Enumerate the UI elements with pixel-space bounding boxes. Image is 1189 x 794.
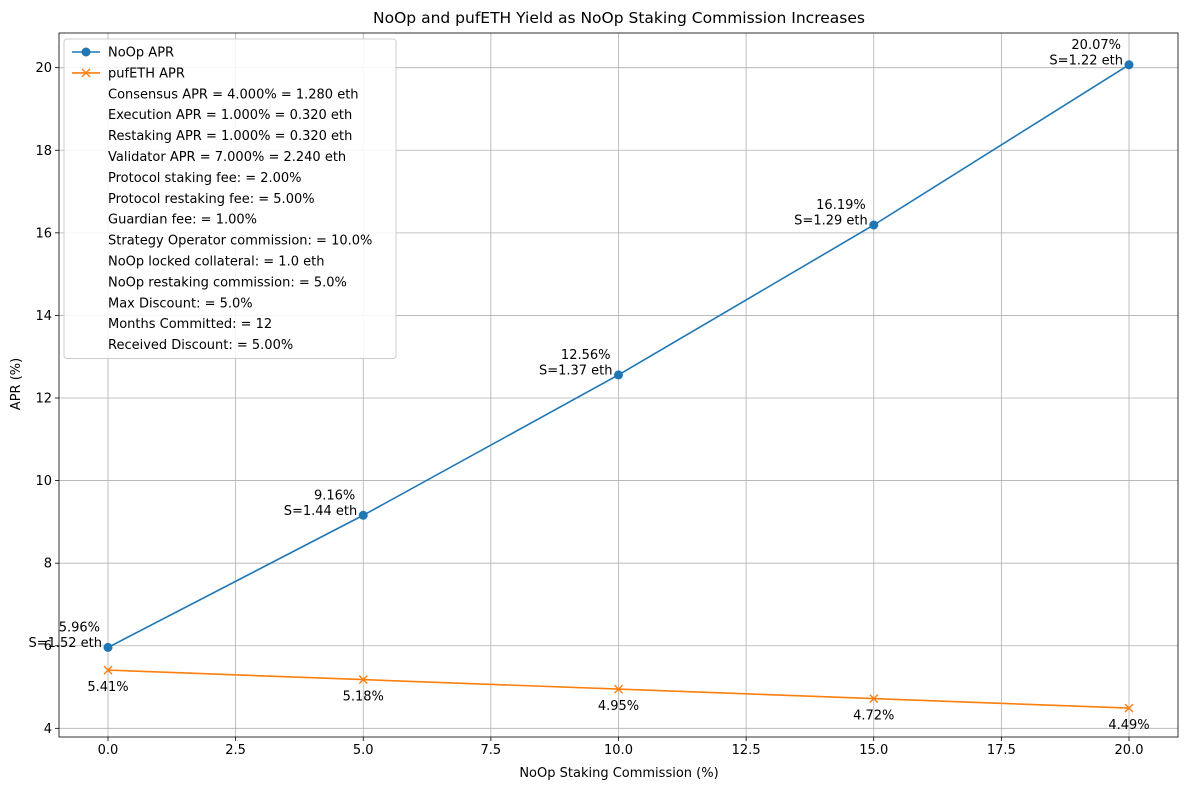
legend-info-line: Restaking APR = 1.000% = 0.320 eth	[108, 129, 352, 144]
data-point-pufeth-apr	[103, 665, 113, 675]
data-label-noop-pct: 9.16%	[314, 488, 355, 503]
legend-info-line: Consensus APR = 4.000% = 1.280 eth	[108, 87, 359, 102]
y-tick-label: 6	[44, 639, 52, 654]
series-layer	[103, 60, 1134, 713]
legend-entry-label: pufETH APR	[108, 66, 185, 81]
axes: 0.0 2.5 5.0 7.5 10.0 12.5 15.0 17.5 20.0 4 6 8 10 12 1…	[35, 32, 1179, 758]
data-point-noop-apr	[614, 370, 623, 380]
y-tick-label: 12	[35, 392, 52, 407]
legend-marker-x	[81, 68, 91, 78]
legend-info-line: Months Committed: = 12	[108, 317, 272, 332]
data-label-noop-pct: 5.96%	[59, 620, 100, 635]
legend-entry-label: NoOp APR	[108, 46, 174, 61]
data-point-noop-apr	[1124, 60, 1134, 70]
data-point-pufeth-apr	[869, 694, 879, 704]
legend: NoOp APR pufETH APR Consensus APR = 4.000%…	[63, 38, 397, 359]
legend-info-line: Max Discount: = 5.0%	[108, 296, 253, 311]
data-label-noop-stake: S=1.29 eth	[794, 214, 868, 229]
x-marker	[614, 684, 623, 694]
legend-info-line: Protocol staking fee: = 2.00%	[108, 171, 302, 186]
data-point-pufeth-apr	[614, 684, 623, 694]
plot-frame	[58, 32, 1179, 738]
legend-info-line: Guardian fee: = 1.00%	[108, 213, 257, 228]
x-marker	[103, 665, 113, 675]
data-label-noop-pct: 20.07%	[1071, 38, 1121, 53]
data-label-noop-stake: S=1.37 eth	[539, 363, 613, 378]
data-label-noop-stake: S=1.44 eth	[284, 504, 358, 519]
data-point-pufeth-apr	[1124, 703, 1134, 713]
chart-title: NoOp and pufETH Yield as NoOp Staking Co…	[373, 9, 865, 27]
data-label-pufeth: 4.72%	[853, 709, 894, 724]
data-label-pufeth: 4.95%	[598, 699, 639, 714]
y-tick-label: 18	[35, 144, 52, 159]
data-label-pufeth: 4.49%	[1108, 718, 1149, 733]
data-label-pufeth: 5.18%	[343, 690, 384, 705]
data-point-noop-apr	[358, 510, 368, 520]
legend-info-line: Received Discount: = 5.00%	[108, 338, 293, 353]
x-tick-label: 0.0	[98, 743, 119, 758]
y-tick-label: 20	[35, 61, 52, 76]
legend-info-line: NoOp restaking commission: = 5.0%	[108, 275, 347, 290]
legend-info-line: NoOp locked collateral: = 1.0 eth	[108, 255, 324, 270]
data-point-noop-apr	[869, 220, 879, 230]
x-marker	[869, 694, 879, 704]
data-label-noop-stake: S=1.22 eth	[1049, 53, 1123, 68]
legend-info-line: Validator APR = 7.000% = 2.240 eth	[108, 150, 346, 165]
legend-marker-circle	[81, 47, 91, 57]
x-axis-label: NoOp Staking Commission (%)	[519, 766, 718, 781]
legend-info-line: Execution APR = 1.000% = 0.320 eth	[108, 108, 352, 123]
data-point-pufeth-apr	[358, 675, 368, 685]
x-tick-label: 12.5	[732, 743, 761, 758]
x-tick-label: 10.0	[604, 743, 633, 758]
data-label-pufeth: 5.41%	[87, 680, 128, 695]
x-tick-label: 2.5	[225, 743, 246, 758]
y-tick-label: 8	[44, 557, 52, 572]
data-label-noop-pct: 12.56%	[561, 348, 611, 363]
x-tick-label: 17.5	[987, 743, 1016, 758]
legend-info-line: Strategy Operator commission: = 10.0%	[108, 234, 372, 249]
x-tick-label: 15.0	[859, 743, 888, 758]
data-label-noop-pct: 16.19%	[816, 198, 866, 213]
y-tick-label: 4	[44, 722, 52, 737]
x-marker	[1124, 703, 1134, 713]
y-axis-label: APR (%)	[9, 358, 24, 410]
y-tick-label: 14	[35, 309, 52, 324]
data-point-noop-apr	[103, 642, 113, 652]
data-label-noop-stake: S=1.52 eth	[28, 636, 102, 651]
x-tick-label: 20.0	[1115, 743, 1144, 758]
x-tick-label: 7.5	[481, 743, 502, 758]
legend-info-line: Protocol restaking fee: = 5.00%	[108, 192, 315, 207]
y-tick-label: 10	[35, 474, 52, 489]
x-marker	[358, 675, 368, 685]
x-tick-label: 5.0	[353, 743, 374, 758]
y-tick-label: 16	[35, 226, 52, 241]
legend-box	[63, 38, 397, 359]
